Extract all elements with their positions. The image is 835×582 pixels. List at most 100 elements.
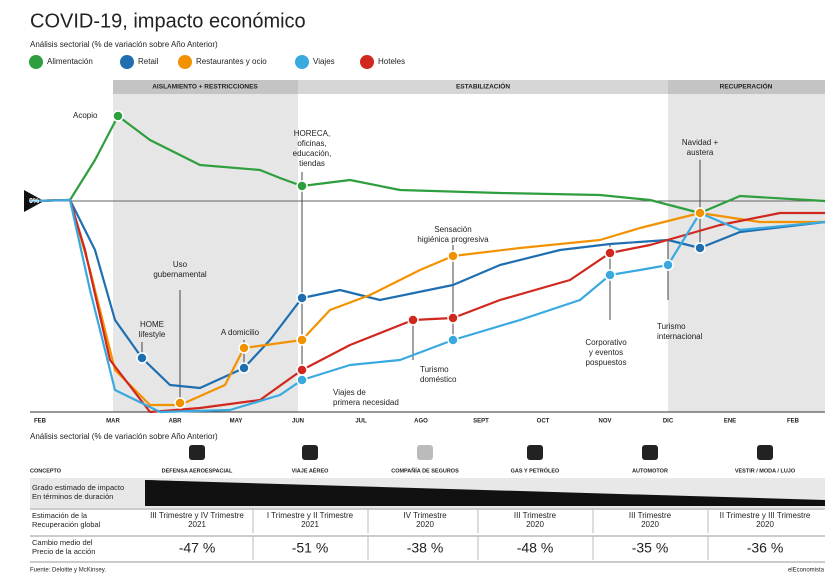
cell: 2020 <box>756 520 774 529</box>
legend-swatch <box>29 55 43 69</box>
phase-band <box>113 80 298 94</box>
legend-swatch <box>295 55 309 69</box>
month-label: DIC <box>663 419 674 425</box>
annotation: HORECA, <box>294 129 330 138</box>
row-label: En términos de duración <box>32 492 113 501</box>
annotation: Turismo <box>657 322 686 331</box>
column-header: GAS Y PETRÓLEO <box>511 466 560 474</box>
title: COVID-19, impacto económico <box>30 10 306 32</box>
annotation: doméstico <box>420 375 457 384</box>
row-label: Grado estimado de impacto <box>32 483 124 492</box>
column-header: AUTOMOTOR <box>632 468 668 474</box>
annotation-bg <box>417 364 483 386</box>
month-label: SEPT <box>473 419 489 425</box>
column-header: VESTIR / MODA / LUJO <box>735 468 796 474</box>
month-label: MAR <box>106 419 120 425</box>
annotation: A domicilio <box>221 328 260 337</box>
phase-band <box>668 80 825 94</box>
cell: III Trimestre <box>514 511 557 520</box>
cell: 2020 <box>526 520 544 529</box>
month-label: AGO <box>414 419 428 425</box>
annotation: pospuestos <box>586 358 627 367</box>
cell: IV Trimestre <box>403 511 447 520</box>
cell: 2021 <box>188 520 206 529</box>
cell: -47 % <box>179 540 216 556</box>
row-label: Recuperación global <box>32 520 101 529</box>
column-icon <box>302 445 318 460</box>
annotation: Viajes de <box>333 388 366 397</box>
annotation: Navidad + <box>682 138 719 147</box>
annotation: Sensación <box>434 225 471 234</box>
legend-swatch <box>360 55 374 69</box>
legend-swatch <box>178 55 192 69</box>
legend-swatch <box>120 55 134 69</box>
annotation: higiénica progresiva <box>417 235 489 244</box>
month-label: OCT <box>537 419 550 425</box>
annotation-bg <box>330 387 396 409</box>
line-hoteles <box>29 198 825 414</box>
cell: III Trimestre <box>629 511 672 520</box>
month-label: JUL <box>355 419 367 425</box>
column-icon <box>417 445 433 460</box>
impact-wedge <box>145 480 825 506</box>
row-label: Cambio medio del <box>32 538 93 547</box>
annotation: oficinas, <box>297 139 326 148</box>
annotation: y eventos <box>589 348 623 357</box>
table-header: CONCEPTO <box>30 468 62 474</box>
annotation: tiendas <box>299 159 325 168</box>
cell: III Trimestre y IV Trimestre <box>150 511 244 520</box>
phase-label: AISLAMIENTO + RESTRICCIONES <box>152 84 258 91</box>
phase-label: ESTABILIZACIÓN <box>456 82 510 91</box>
cell: I Trimestre y II Trimestre <box>267 511 354 520</box>
column-icon <box>757 445 773 460</box>
row-label: Estimación de la <box>32 511 88 520</box>
month-label: MAY <box>230 419 243 425</box>
column-icon <box>642 445 658 460</box>
legend-label: Hoteles <box>378 57 405 66</box>
row-label: Precio de la acción <box>32 547 95 556</box>
annotation: Acopio <box>73 111 98 120</box>
column-header: COMPAÑÍA DE SEGUROS <box>391 466 459 474</box>
month-label: FEB <box>34 419 47 425</box>
annotation: Corporativo <box>585 338 627 347</box>
legend-label: Restaurantes y ocio <box>196 57 267 66</box>
cell: -51 % <box>292 540 329 556</box>
table-subtitle: Análisis sectorial (% de variación sobre… <box>30 432 218 441</box>
cell: -38 % <box>407 540 444 556</box>
column-icon <box>189 445 205 460</box>
zero-label: 0% <box>29 198 40 205</box>
markers <box>112 110 706 409</box>
annotation: educación, <box>293 149 332 158</box>
subtitle: Análisis sectorial (% de variación sobre… <box>30 40 218 49</box>
line-restaurantes <box>29 198 825 407</box>
annotation: Turismo <box>420 365 449 374</box>
cell: 2021 <box>301 520 319 529</box>
column-header: VIAJE AÉREO <box>292 466 330 474</box>
annotation: austera <box>687 148 714 157</box>
month-label: ENE <box>724 419 736 425</box>
cell: -36 % <box>747 540 784 556</box>
annotation: primera necesidad <box>333 398 399 407</box>
annotation: Uso <box>173 260 188 269</box>
annotation: lifestyle <box>139 330 166 339</box>
phase-band <box>298 80 668 94</box>
annotation: HOME <box>140 320 164 329</box>
month-label: JUN <box>292 419 304 425</box>
annotation: internacional <box>657 332 703 341</box>
source: Fuente: Deloitte y McKinsey. <box>30 568 106 574</box>
column-header: DEFENSA AEROESPACIAL <box>162 468 233 474</box>
line-retail <box>29 198 826 390</box>
cell: -35 % <box>632 540 669 556</box>
month-label: ABR <box>169 419 183 425</box>
cell: 2020 <box>416 520 434 529</box>
legend-label: Alimentación <box>47 57 93 66</box>
brand: elEconomista <box>788 568 825 574</box>
month-label: NOV <box>598 419 611 425</box>
annotation: gubernamental <box>153 270 207 279</box>
phase-label: RECUPERACIÓN <box>720 82 773 91</box>
legend-label: Retail <box>138 57 159 66</box>
cell: II Trimestre y III Trimestre <box>720 511 811 520</box>
cell: -48 % <box>517 540 554 556</box>
month-label: FEB <box>787 419 800 425</box>
